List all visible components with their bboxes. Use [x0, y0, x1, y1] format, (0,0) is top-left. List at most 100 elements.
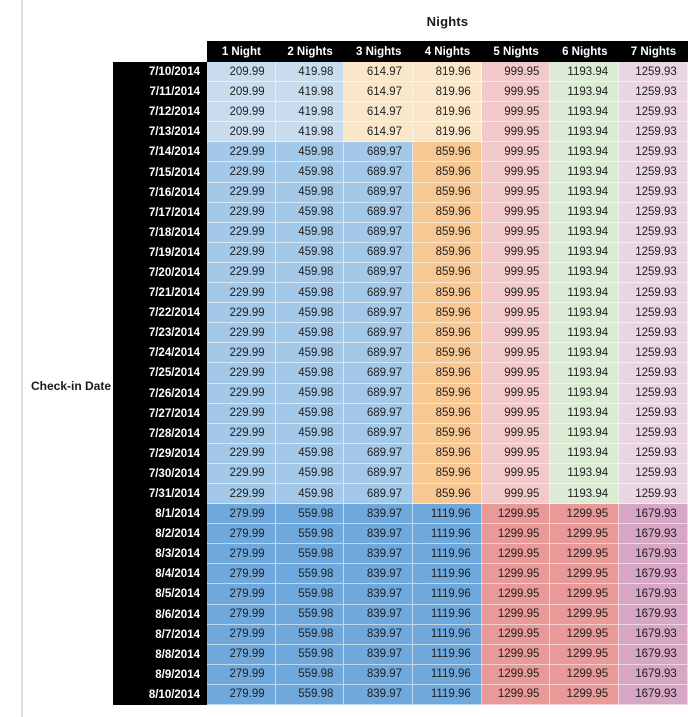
row-header-date[interactable]: 8/1/2014: [113, 504, 207, 525]
column-header-1-night[interactable]: 1 Night: [207, 41, 276, 62]
price-cell[interactable]: 859.96: [413, 363, 482, 384]
column-header-4-nights[interactable]: 4 Nights: [413, 41, 482, 62]
price-cell[interactable]: 209.99: [207, 82, 276, 103]
price-cell[interactable]: 559.98: [275, 504, 345, 525]
price-cell[interactable]: 859.96: [413, 443, 482, 464]
price-cell[interactable]: 819.96: [413, 122, 482, 143]
column-header-6-nights[interactable]: 6 Nights: [550, 41, 620, 62]
price-cell[interactable]: 459.98: [275, 383, 345, 404]
price-cell[interactable]: 1299.95: [550, 584, 620, 605]
price-cell[interactable]: 999.95: [481, 343, 551, 364]
price-cell[interactable]: 614.97: [344, 102, 414, 123]
price-cell[interactable]: 839.97: [344, 504, 414, 525]
row-header-date[interactable]: 7/18/2014: [113, 222, 207, 243]
price-cell[interactable]: 839.97: [344, 584, 414, 605]
column-header-3-nights[interactable]: 3 Nights: [344, 41, 414, 62]
price-cell[interactable]: 1299.95: [550, 624, 620, 645]
price-cell[interactable]: 1679.93: [619, 584, 688, 605]
price-cell[interactable]: 999.95: [481, 202, 551, 223]
price-cell[interactable]: 1193.94: [550, 403, 620, 424]
row-header-date[interactable]: 7/29/2014: [113, 443, 207, 464]
row-header-date[interactable]: 7/12/2014: [113, 102, 207, 123]
price-cell[interactable]: 689.97: [344, 202, 414, 223]
price-cell[interactable]: 1679.93: [619, 624, 688, 645]
price-cell[interactable]: 229.99: [207, 142, 276, 163]
price-cell[interactable]: 859.96: [413, 262, 482, 284]
price-cell[interactable]: 839.97: [344, 624, 414, 645]
row-header-date[interactable]: 7/31/2014: [113, 483, 207, 505]
price-cell[interactable]: 819.96: [413, 62, 482, 83]
price-cell[interactable]: 459.98: [275, 202, 345, 223]
row-header-date[interactable]: 7/15/2014: [113, 162, 207, 183]
price-cell[interactable]: 859.96: [413, 423, 482, 444]
price-cell[interactable]: 689.97: [344, 162, 414, 183]
price-cell[interactable]: 999.95: [481, 102, 551, 123]
price-cell[interactable]: 1193.94: [550, 202, 620, 223]
price-cell[interactable]: 459.98: [275, 303, 345, 324]
price-cell[interactable]: 689.97: [344, 423, 414, 444]
price-cell[interactable]: 1193.94: [550, 82, 620, 103]
price-cell[interactable]: 459.98: [275, 443, 345, 464]
row-header-date[interactable]: 7/14/2014: [113, 142, 207, 163]
price-cell[interactable]: 614.97: [344, 82, 414, 103]
price-cell[interactable]: 859.96: [413, 222, 482, 243]
price-cell[interactable]: 229.99: [207, 262, 276, 284]
price-cell[interactable]: 999.95: [481, 463, 551, 484]
price-cell[interactable]: 1259.93: [619, 363, 688, 384]
price-cell[interactable]: 999.95: [481, 162, 551, 183]
price-cell[interactable]: 229.99: [207, 343, 276, 364]
price-cell[interactable]: 689.97: [344, 343, 414, 364]
column-header-7-nights[interactable]: 7 Nights: [619, 41, 688, 62]
price-cell[interactable]: 1193.94: [550, 142, 620, 163]
price-cell[interactable]: 689.97: [344, 222, 414, 243]
price-cell[interactable]: 229.99: [207, 423, 276, 444]
price-cell[interactable]: 459.98: [275, 403, 345, 424]
price-cell[interactable]: 279.99: [207, 644, 276, 665]
row-header-date[interactable]: 8/7/2014: [113, 624, 207, 645]
price-cell[interactable]: 279.99: [207, 664, 276, 685]
price-cell[interactable]: 229.99: [207, 242, 276, 263]
row-header-date[interactable]: 7/28/2014: [113, 423, 207, 444]
price-cell[interactable]: 1259.93: [619, 283, 688, 304]
price-cell[interactable]: 209.99: [207, 122, 276, 143]
price-cell[interactable]: 689.97: [344, 383, 414, 404]
price-cell[interactable]: 999.95: [481, 403, 551, 424]
price-cell[interactable]: 1259.93: [619, 62, 688, 83]
price-cell[interactable]: 229.99: [207, 463, 276, 484]
price-cell[interactable]: 1299.95: [550, 564, 620, 585]
price-cell[interactable]: 559.98: [275, 644, 345, 665]
price-cell[interactable]: 1193.94: [550, 262, 620, 284]
row-header-date[interactable]: 7/20/2014: [113, 262, 207, 284]
price-cell[interactable]: 1679.93: [619, 664, 688, 685]
price-cell[interactable]: 1299.95: [550, 604, 620, 625]
price-cell[interactable]: 1299.95: [481, 564, 551, 585]
price-cell[interactable]: 689.97: [344, 323, 414, 344]
row-header-date[interactable]: 7/23/2014: [113, 323, 207, 344]
price-cell[interactable]: 229.99: [207, 383, 276, 404]
price-cell[interactable]: 1193.94: [550, 423, 620, 444]
price-cell[interactable]: 859.96: [413, 202, 482, 223]
price-cell[interactable]: 459.98: [275, 262, 345, 284]
price-cell[interactable]: 999.95: [481, 142, 551, 163]
price-cell[interactable]: 1259.93: [619, 242, 688, 263]
price-cell[interactable]: 229.99: [207, 303, 276, 324]
row-header-date[interactable]: 8/8/2014: [113, 644, 207, 665]
price-cell[interactable]: 859.96: [413, 142, 482, 163]
price-cell[interactable]: 689.97: [344, 303, 414, 324]
price-cell[interactable]: 1193.94: [550, 102, 620, 123]
price-cell[interactable]: 839.97: [344, 604, 414, 625]
price-cell[interactable]: 1193.94: [550, 483, 620, 505]
price-cell[interactable]: 1259.93: [619, 202, 688, 223]
price-cell[interactable]: 279.99: [207, 544, 276, 565]
price-cell[interactable]: 859.96: [413, 283, 482, 304]
price-cell[interactable]: 229.99: [207, 202, 276, 223]
price-cell[interactable]: 459.98: [275, 222, 345, 243]
price-cell[interactable]: 1299.95: [550, 544, 620, 565]
row-header-date[interactable]: 7/16/2014: [113, 182, 207, 203]
price-cell[interactable]: 1259.93: [619, 142, 688, 163]
price-cell[interactable]: 1259.93: [619, 303, 688, 324]
price-cell[interactable]: 559.98: [275, 664, 345, 685]
price-cell[interactable]: 1259.93: [619, 162, 688, 183]
price-cell[interactable]: 689.97: [344, 363, 414, 384]
price-cell[interactable]: 1119.96: [413, 624, 482, 645]
